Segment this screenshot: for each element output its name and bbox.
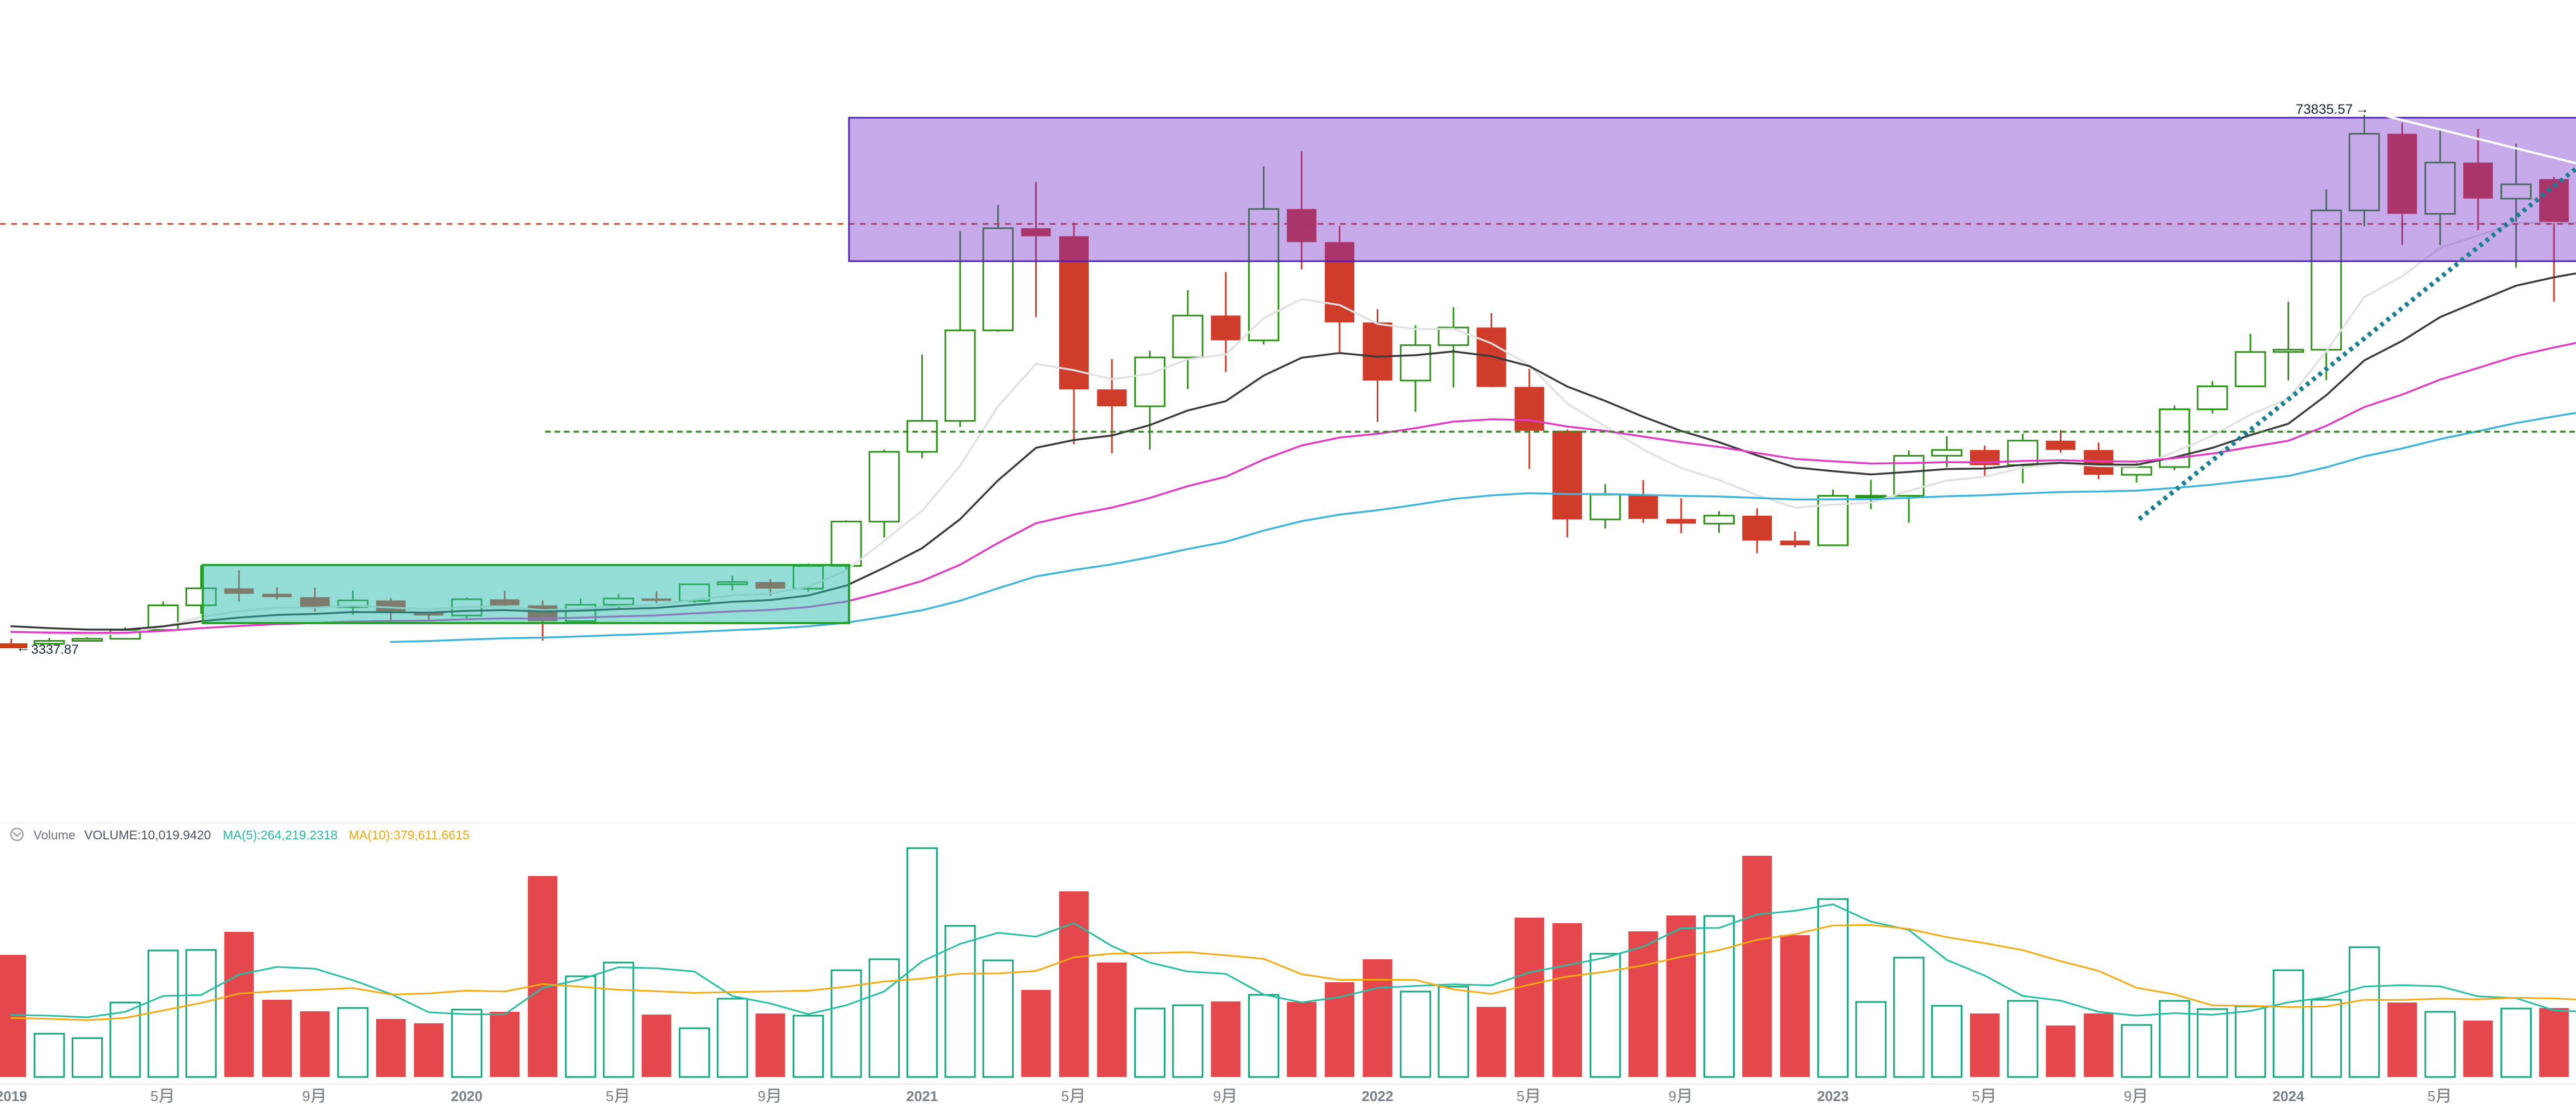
svg-text:5: 5 (606, 1088, 614, 1104)
svg-text:→: → (2355, 101, 2369, 117)
svg-text:2022: 2022 (1362, 1088, 1394, 1104)
svg-text:2021: 2021 (906, 1088, 938, 1104)
svg-text:2019: 2019 (0, 1088, 27, 1104)
svg-text:Volume: Volume (33, 828, 76, 842)
svg-text:2024: 2024 (2273, 1088, 2304, 1104)
svg-text:VOLUME:10,019.9420: VOLUME:10,019.9420 (84, 828, 211, 842)
svg-text:5: 5 (1972, 1088, 1980, 1104)
svg-text:5: 5 (1517, 1088, 1524, 1104)
svg-text:5: 5 (151, 1088, 158, 1104)
svg-text:MA(10):379,611.6615: MA(10):379,611.6615 (349, 828, 470, 842)
svg-text:9: 9 (1213, 1088, 1221, 1104)
svg-text:9: 9 (2124, 1088, 2132, 1104)
svg-text:5: 5 (1061, 1088, 1069, 1104)
svg-text:5: 5 (2428, 1088, 2435, 1104)
svg-text:73835.57: 73835.57 (2296, 102, 2353, 117)
svg-text:3337.87: 3337.87 (31, 642, 79, 657)
svg-text:MA(5):264,219.2318: MA(5):264,219.2318 (223, 828, 338, 842)
svg-text:2020: 2020 (451, 1088, 483, 1104)
svg-text:9: 9 (758, 1088, 765, 1104)
svg-text:9: 9 (1668, 1088, 1676, 1104)
svg-text:2023: 2023 (1817, 1088, 1849, 1104)
svg-text:←: ← (16, 639, 30, 655)
svg-text:9: 9 (302, 1088, 310, 1104)
